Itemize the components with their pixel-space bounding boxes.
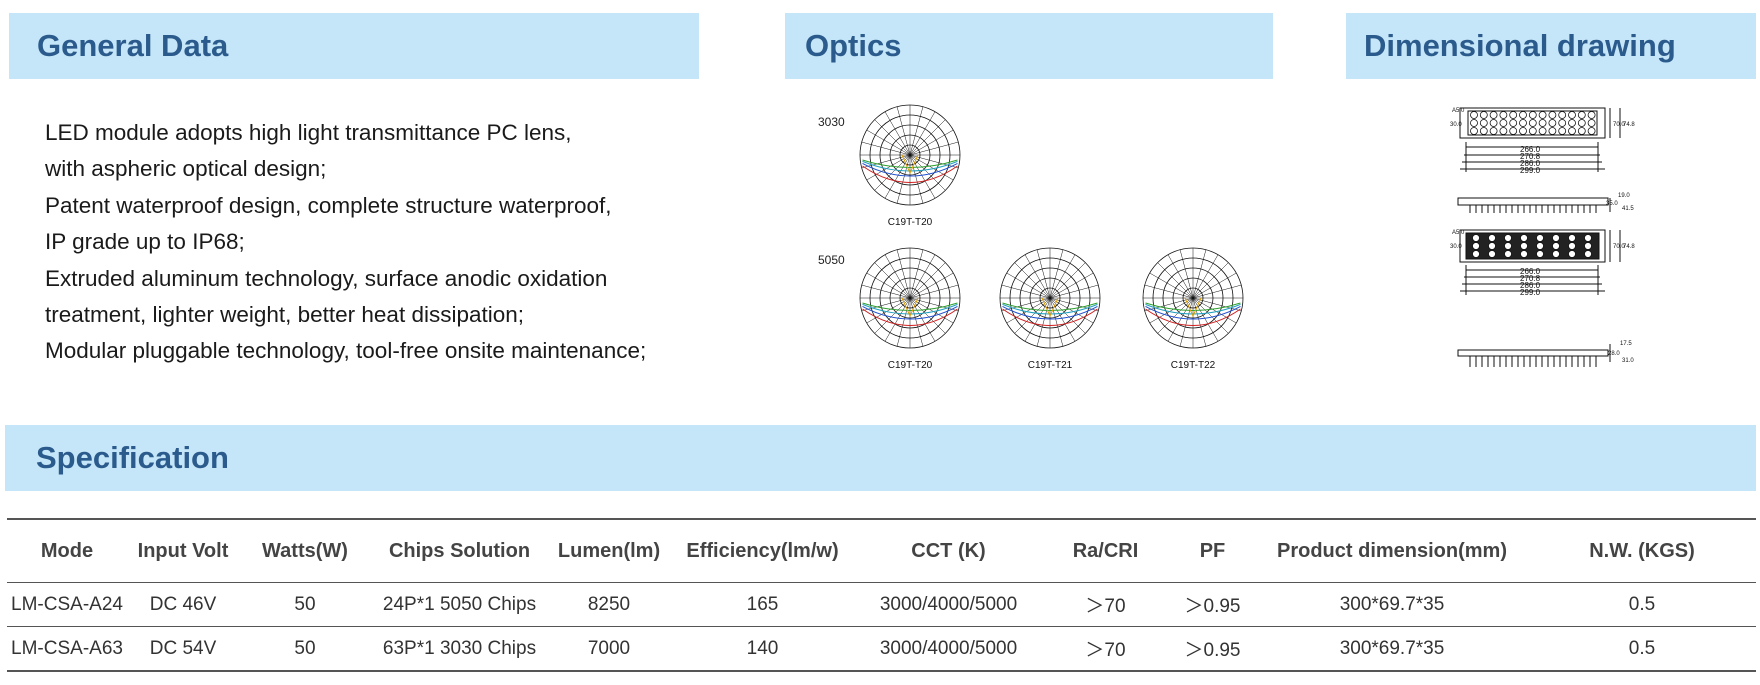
table-cell: 3000/4000/5000	[855, 582, 1042, 627]
feature-line: LED module adopts high light transmittan…	[45, 120, 572, 145]
dimension-label: 17.5	[1620, 341, 1632, 347]
dimension-label: 299.0	[1520, 166, 1541, 175]
table-cell: LM-CSA-A63	[7, 626, 127, 672]
dimension-label: 70.0	[1613, 122, 1625, 128]
table-cell: 0.5	[1528, 626, 1756, 672]
dimension-label: 266.0	[1520, 267, 1541, 276]
dimension-label: 30.0	[1450, 244, 1462, 250]
dimension-label: 35.0	[1606, 201, 1618, 207]
table-cell: ＞0.95	[1169, 626, 1256, 672]
table-cell: 3000/4000/5000	[855, 626, 1042, 672]
chip-5050-label: 5050	[818, 253, 845, 267]
table-cell: 0.5	[1528, 582, 1756, 627]
dimension-drawing-svg: 266.0 270.8 286.0 299.0 70.0 74.8 30.0 A…	[1450, 107, 1635, 367]
table-cell: LM-CSA-A24	[7, 582, 127, 627]
table-cell: 50	[239, 582, 371, 627]
feature-list: LED module adopts high light transmittan…	[45, 115, 646, 370]
dimension-label: 286.0	[1520, 281, 1541, 290]
bottom-module-drawing	[1459, 229, 1621, 295]
column-header: Chips Solution	[371, 518, 548, 583]
column-header: Ra/CRI	[1042, 518, 1169, 583]
top-module-drawing	[1459, 107, 1621, 172]
dimension-label: 74.8	[1623, 122, 1635, 128]
feature-line: IP grade up to IP68;	[45, 229, 245, 255]
feature-line: Modular pluggable technology, tool-free …	[45, 338, 647, 364]
dimension-label: A5.0	[1452, 230, 1465, 236]
dimension-label: 28.0	[1608, 351, 1620, 357]
polar-caption: C19T-T21	[1027, 360, 1073, 371]
table-cell: 165	[670, 582, 855, 627]
feature-line: with aspheric optical design;	[45, 156, 327, 182]
dimension-label: 299.0	[1520, 288, 1541, 297]
general-data-header: General Data	[9, 13, 699, 79]
table-cell: DC 46V	[127, 582, 239, 627]
dimension-label: 70.0	[1613, 244, 1625, 250]
table-cell: ＞70	[1042, 582, 1169, 627]
column-header: Lumen(lm)	[548, 518, 670, 583]
column-header: Efficiency(lm/w)	[670, 518, 855, 583]
dimension-label: 41.5	[1622, 206, 1634, 212]
column-header: PF	[1169, 518, 1256, 583]
table-cell: 8250	[548, 582, 670, 627]
column-header: CCT (K)	[855, 518, 1042, 583]
feature-line: Extruded aluminum technology, surface an…	[45, 265, 608, 291]
dimensional-drawings: 266.0 270.8 286.0 299.0 70.0 74.8 30.0 A…	[1430, 100, 1680, 390]
table-cell: ＞70	[1042, 626, 1169, 672]
top-side-profile	[1457, 197, 1611, 213]
dimension-label: 270.8	[1520, 274, 1541, 283]
polar-diagram-5050-t21	[999, 247, 1101, 349]
chip-3030-label: 3030	[818, 115, 845, 129]
polar-caption: C19T-T20	[887, 360, 933, 371]
column-header: Product dimension(mm)	[1256, 518, 1528, 583]
feature-line: treatment, lighter weight, better heat d…	[45, 302, 525, 328]
table-cell: 7000	[548, 626, 670, 672]
table-cell: 300*69.7*35	[1256, 626, 1528, 672]
bottom-side-profile	[1457, 344, 1611, 367]
dimensional-drawing-header: Dimensional drawing	[1346, 13, 1756, 79]
table-row: LM-CSA-A24 DC 46V 50 24P*1 5050 Chips 82…	[7, 582, 1756, 627]
dimension-label: 270.8	[1520, 152, 1541, 161]
polar-diagram-3030-t20	[859, 104, 961, 206]
table-cell: 24P*1 5050 Chips	[371, 582, 548, 627]
dimension-label: 30.0	[1450, 122, 1462, 128]
dimension-label: 19.0	[1618, 193, 1630, 199]
table-cell: DC 54V	[127, 626, 239, 672]
polar-diagram-5050-t20	[859, 247, 961, 349]
optics-panel: 3030 5050 C19T-T20 C19T-T20 C19T-T21 C19…	[810, 95, 1270, 385]
led-pattern-3030	[1470, 111, 1596, 135]
feature-line: Patent waterproof design, complete struc…	[45, 192, 612, 218]
table-row: LM-CSA-A63 DC 54V 50 63P*1 3030 Chips 70…	[7, 626, 1756, 672]
dimension-label: A5.0	[1452, 108, 1465, 114]
dimension-label: 266.0	[1520, 145, 1541, 154]
column-header: Mode	[7, 518, 127, 583]
table-cell: 140	[670, 626, 855, 672]
table-header-row: Mode Input Volt Watts(W) Chips Solution …	[7, 518, 1756, 583]
specification-table: Mode Input Volt Watts(W) Chips Solution …	[7, 518, 1756, 672]
table-cell: 63P*1 3030 Chips	[371, 626, 548, 672]
polar-caption: C19T-T20	[887, 217, 933, 228]
optics-header: Optics	[785, 13, 1273, 79]
specification-header: Specification	[5, 425, 1756, 491]
dimension-label: 286.0	[1520, 159, 1541, 168]
dimension-label: 31.0	[1622, 358, 1634, 364]
specification-title: Specification	[36, 440, 229, 475]
table-cell: ＞0.95	[1169, 582, 1256, 627]
general-data-title: General Data	[37, 28, 229, 63]
led-pattern-5050	[1472, 234, 1592, 258]
dimension-label: 74.8	[1623, 244, 1635, 250]
column-header: Watts(W)	[239, 518, 371, 583]
dimensional-drawing-title: Dimensional drawing	[1364, 28, 1676, 63]
polar-caption: C19T-T22	[1170, 360, 1216, 371]
table-cell: 50	[239, 626, 371, 672]
polar-diagram-5050-t22	[1142, 247, 1244, 349]
column-header: Input Volt	[127, 518, 239, 583]
optics-title: Optics	[805, 28, 902, 63]
table-cell: 300*69.7*35	[1256, 582, 1528, 627]
column-header: N.W. (KGS)	[1528, 518, 1756, 583]
